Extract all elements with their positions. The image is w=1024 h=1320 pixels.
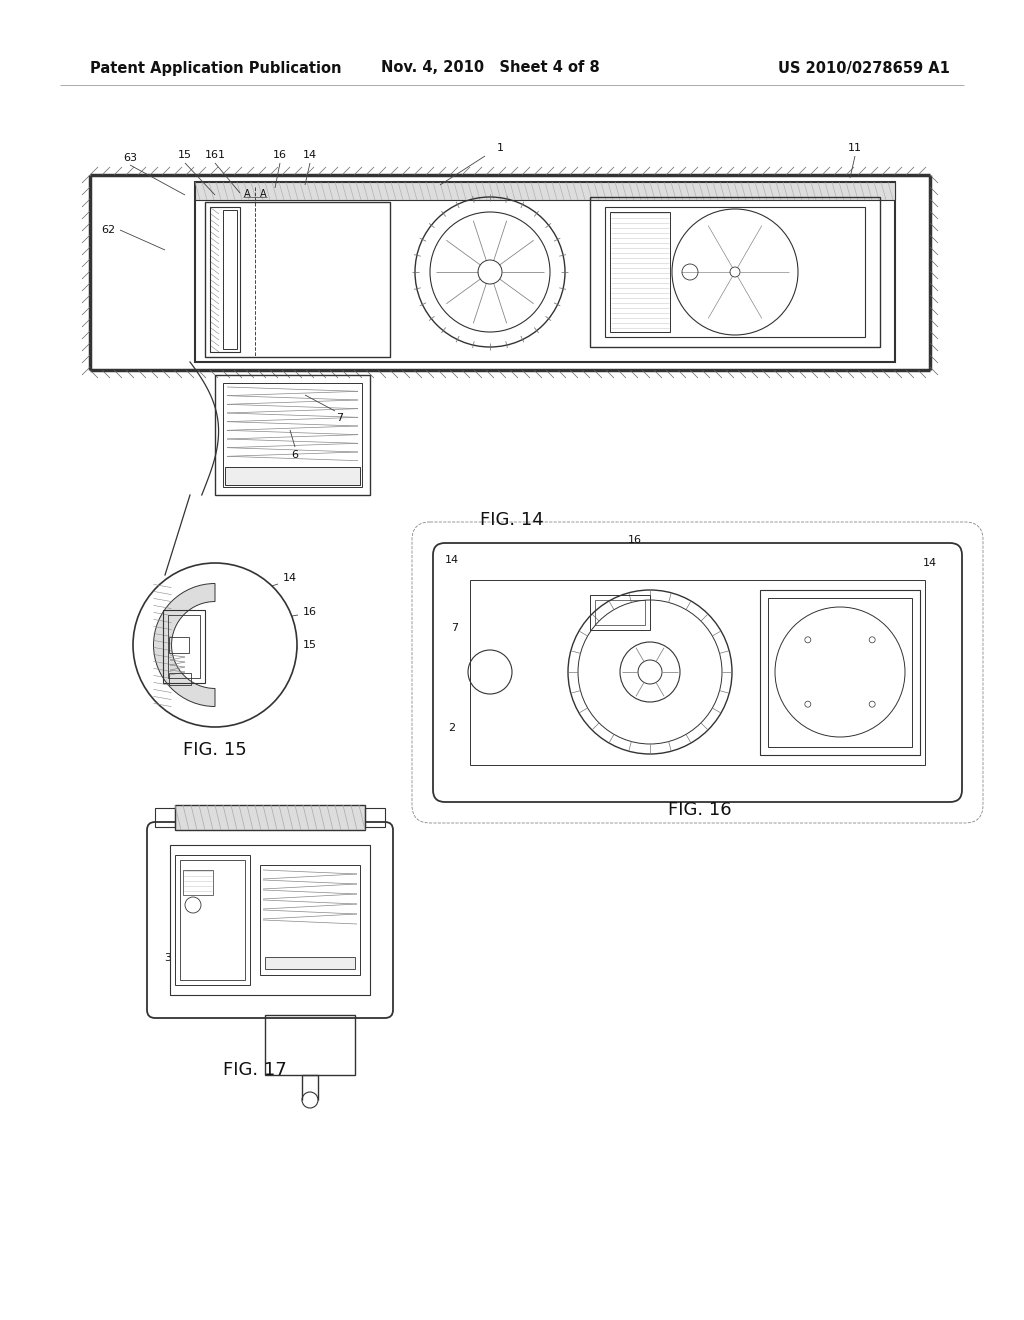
Wedge shape <box>154 583 215 706</box>
Text: 6: 6 <box>292 450 299 459</box>
FancyBboxPatch shape <box>147 822 393 1018</box>
Bar <box>175 805 365 830</box>
Text: 15: 15 <box>178 150 193 160</box>
Bar <box>205 202 390 356</box>
Text: Nov. 4, 2010   Sheet 4 of 8: Nov. 4, 2010 Sheet 4 of 8 <box>381 61 599 75</box>
Text: 14: 14 <box>283 573 297 583</box>
Bar <box>610 213 670 333</box>
Text: 1: 1 <box>497 143 504 153</box>
Bar <box>210 207 240 352</box>
Text: 62: 62 <box>101 224 115 235</box>
Bar <box>183 870 213 895</box>
Bar <box>595 601 645 624</box>
Circle shape <box>133 564 297 727</box>
Text: FIG. 16: FIG. 16 <box>669 801 732 818</box>
Bar <box>470 579 925 766</box>
Text: A: A <box>260 189 266 199</box>
Bar <box>169 638 189 653</box>
Bar <box>163 610 205 682</box>
Text: 16: 16 <box>273 150 287 160</box>
Text: 161: 161 <box>205 150 225 160</box>
Text: 7: 7 <box>452 623 459 634</box>
Bar <box>365 808 385 828</box>
Bar <box>223 210 237 348</box>
Bar <box>265 957 355 969</box>
Bar <box>170 845 370 995</box>
Bar <box>760 590 920 755</box>
Text: A: A <box>244 189 250 199</box>
Bar <box>175 855 250 985</box>
Bar <box>225 467 360 484</box>
Text: 63: 63 <box>123 153 137 162</box>
Text: 16: 16 <box>303 607 317 616</box>
Text: 11: 11 <box>848 143 862 153</box>
Text: FIG. 14: FIG. 14 <box>480 511 544 529</box>
Bar <box>195 182 895 201</box>
Text: 2: 2 <box>449 723 456 733</box>
Bar <box>169 673 191 685</box>
Text: 3: 3 <box>165 953 171 964</box>
Text: 14: 14 <box>445 554 459 565</box>
Text: 14: 14 <box>303 150 317 160</box>
Bar <box>590 595 650 630</box>
Text: US 2010/0278659 A1: US 2010/0278659 A1 <box>778 61 950 75</box>
Text: Patent Application Publication: Patent Application Publication <box>90 61 341 75</box>
Bar <box>215 375 370 495</box>
Text: FIG. 15: FIG. 15 <box>183 741 247 759</box>
Bar <box>768 598 912 747</box>
Bar <box>195 182 895 362</box>
Text: 15: 15 <box>303 640 317 649</box>
Bar <box>265 1015 355 1074</box>
Bar <box>168 615 200 678</box>
Text: 7: 7 <box>337 413 344 422</box>
Bar <box>590 197 880 347</box>
Bar <box>260 865 360 975</box>
Text: 14: 14 <box>923 558 937 568</box>
Bar <box>223 383 362 487</box>
Text: 16: 16 <box>628 535 642 545</box>
Bar <box>180 861 245 979</box>
Bar <box>605 207 865 337</box>
Text: FIG. 17: FIG. 17 <box>223 1061 287 1078</box>
FancyBboxPatch shape <box>433 543 962 803</box>
Bar <box>155 808 175 828</box>
